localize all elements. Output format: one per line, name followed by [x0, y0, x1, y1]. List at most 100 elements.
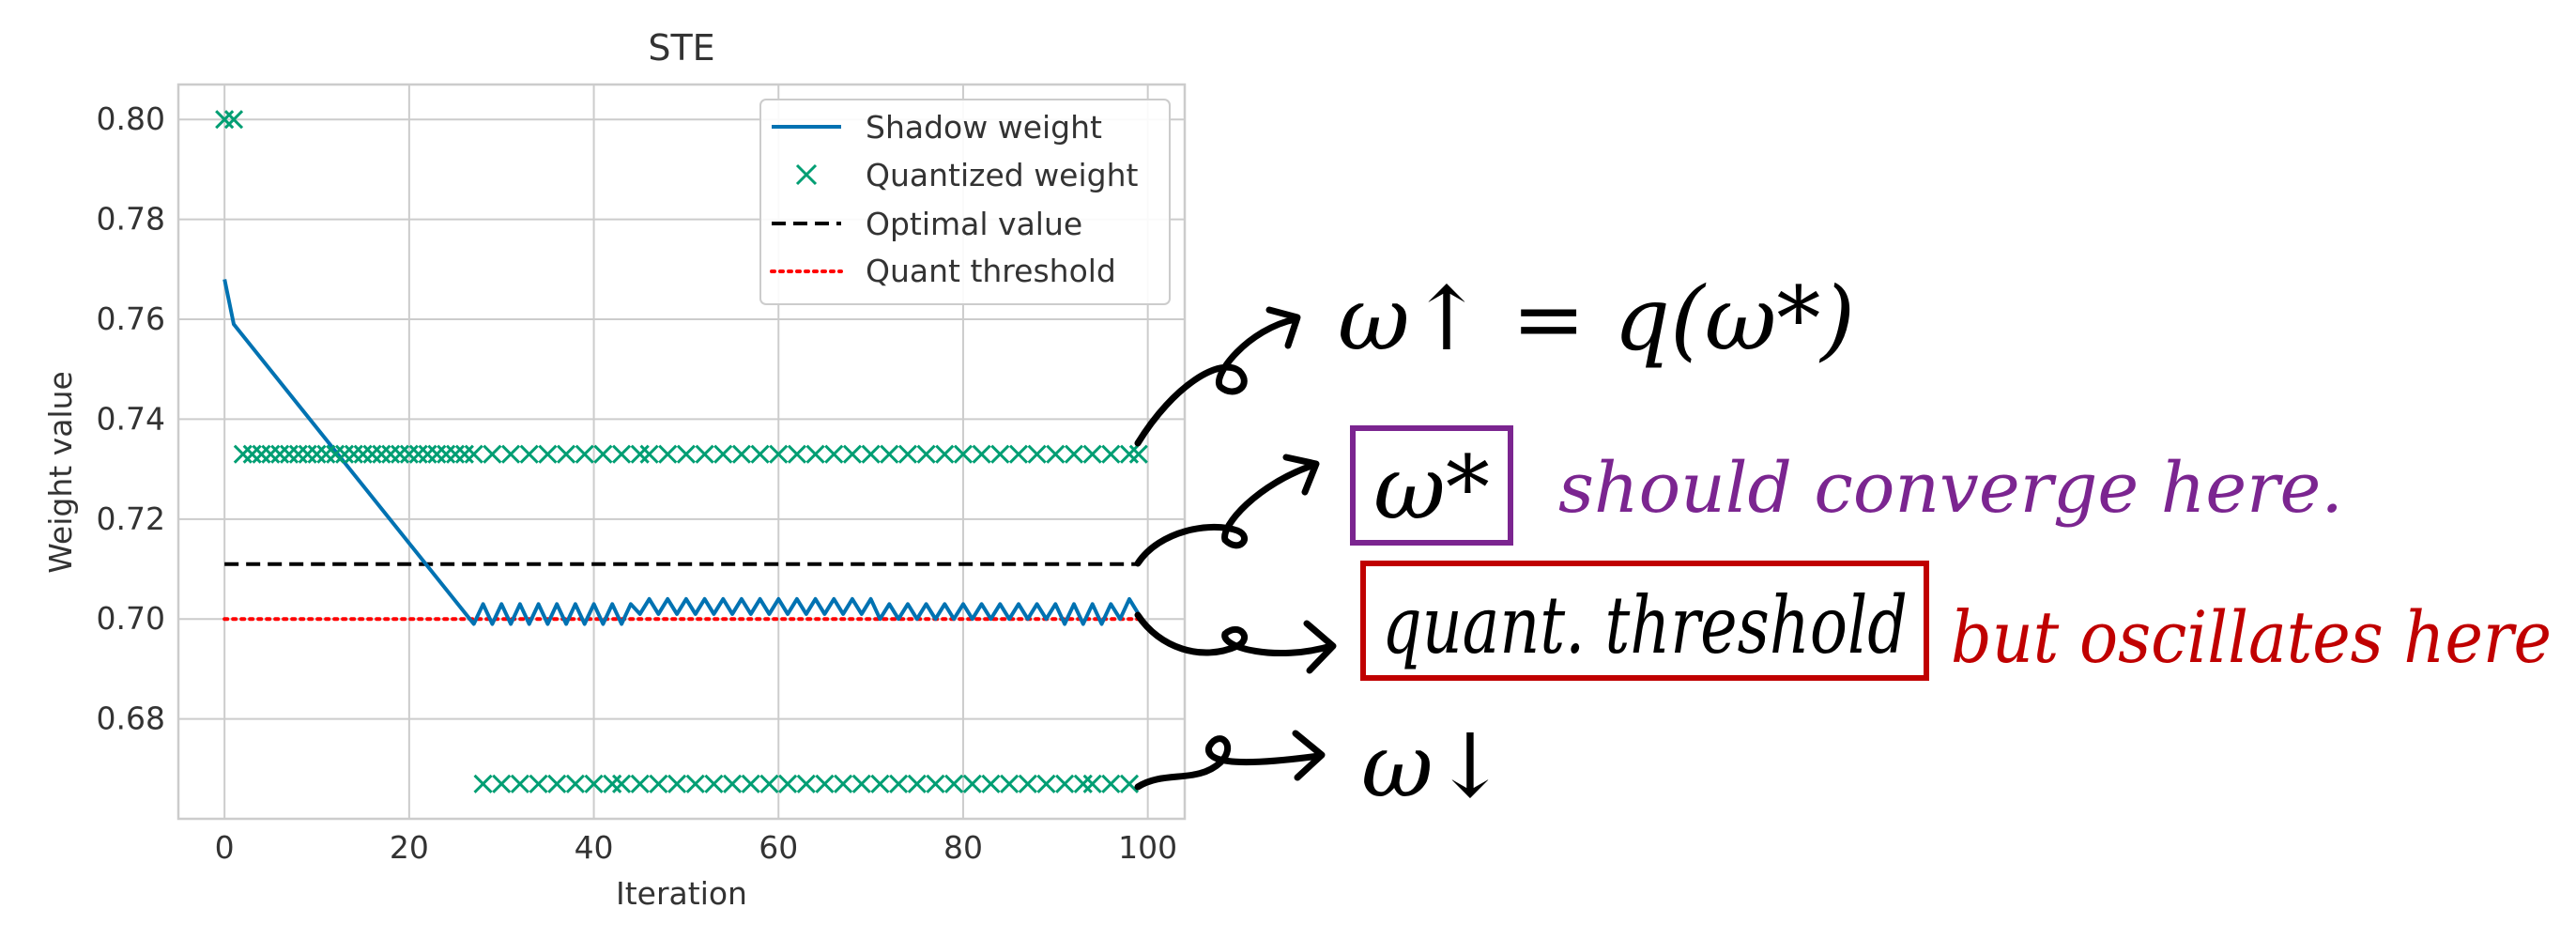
quantized-weight-point — [907, 774, 927, 793]
x-marker-stroke — [1119, 774, 1140, 793]
quantized-weight-point — [1036, 774, 1056, 793]
x-marker-stroke — [593, 444, 613, 464]
x-marker-stroke — [381, 444, 401, 464]
x-marker-stroke — [408, 444, 428, 464]
quantized-weight-point — [584, 774, 604, 793]
x-marker-stroke — [454, 444, 474, 464]
x-marker-stroke — [1027, 444, 1047, 464]
quantized-weight-point — [870, 774, 890, 793]
x-marker-stroke — [630, 444, 650, 464]
quantized-weight-point — [713, 444, 733, 464]
x-marker-stroke — [565, 774, 585, 793]
x-marker-stroke — [787, 444, 806, 464]
x-marker-stroke — [778, 774, 798, 793]
x-marker-stroke — [1101, 444, 1121, 464]
quantized-weight-point — [1000, 774, 1020, 793]
quantized-weight-point — [1046, 444, 1066, 464]
x-marker-stroke — [445, 444, 466, 464]
quantized-weight-point — [215, 110, 235, 130]
x-marker-stroke — [427, 444, 447, 464]
quantized-weight-point — [270, 444, 290, 464]
x-marker-stroke — [603, 774, 622, 793]
x-marker-stroke — [731, 444, 751, 464]
x-marker-stroke — [824, 444, 844, 464]
quantized-weight-point — [1055, 774, 1075, 793]
quantized-weight-point — [842, 444, 863, 464]
x-marker-stroke — [316, 444, 336, 464]
x-marker-stroke — [584, 774, 604, 793]
quantized-weight-point — [962, 774, 982, 793]
quantized-weight-point — [796, 774, 816, 793]
x-marker-stroke — [529, 774, 548, 793]
x-marker-stroke — [399, 444, 419, 464]
x-tick-label: 20 — [390, 829, 429, 866]
x-marker-stroke — [612, 774, 632, 793]
arrow-to-w-up — [1134, 316, 1299, 447]
x-marker-stroke — [889, 774, 909, 793]
x-tick-label: 60 — [759, 829, 798, 866]
quantized-weight-point — [630, 774, 650, 793]
x-marker-stroke — [1082, 774, 1102, 793]
x-marker-stroke — [981, 774, 1001, 793]
quantized-weight-point — [418, 444, 437, 464]
x-marker-stroke — [242, 444, 262, 464]
x-marker-stroke — [538, 444, 558, 464]
x-tick-label: 0 — [215, 829, 235, 866]
x-marker-stroke — [750, 444, 770, 464]
x-marker-stroke — [713, 444, 733, 464]
x-marker-stroke — [897, 444, 918, 464]
x-marker-stroke — [307, 444, 327, 464]
x-marker-stroke — [1000, 774, 1020, 793]
x-marker-stroke — [437, 444, 456, 464]
quantized-weight-point — [834, 774, 853, 793]
annotation-w-up: ω↑ = q(ω*) — [1338, 269, 1855, 371]
w-star-box — [1350, 425, 1513, 546]
quantized-weight-point — [575, 444, 594, 464]
quantized-weight-point — [926, 774, 945, 793]
quantized-weight-point — [815, 774, 835, 793]
x-marker-stroke — [1036, 774, 1056, 793]
quantized-weight-point — [972, 444, 991, 464]
quantized-weight-point — [1082, 444, 1102, 464]
x-marker-stroke — [990, 444, 1010, 464]
legend-label-quant-threshold: Quant threshold — [866, 253, 1116, 289]
x-marker-stroke — [483, 444, 502, 464]
x-marker-stroke — [1101, 774, 1121, 793]
threshold-box — [1360, 561, 1929, 681]
x-marker-stroke — [962, 774, 982, 793]
quantized-weight-point — [639, 444, 659, 464]
quantized-weight-point — [557, 444, 576, 464]
quantized-weight-point — [326, 444, 345, 464]
x-marker-stroke — [695, 444, 714, 464]
x-marker-stroke — [685, 774, 705, 793]
quantized-weight-point — [1101, 444, 1121, 464]
quantized-weight-point — [741, 774, 760, 793]
quantized-weight-point — [1101, 774, 1121, 793]
x-marker-stroke — [1008, 444, 1029, 464]
quantized-weight-point — [1082, 774, 1102, 793]
arrow-head-w-down — [1292, 730, 1326, 781]
quantized-weight-point — [649, 774, 668, 793]
x-marker-stroke — [953, 444, 974, 464]
annotation-oscillates: but oscillates here — [1951, 595, 2552, 679]
quantized-weight-point — [298, 444, 317, 464]
quantized-weight-point — [233, 444, 253, 464]
x-marker-stroke — [1055, 774, 1075, 793]
quantized-weight-point — [593, 444, 613, 464]
quantized-weight-point — [861, 444, 881, 464]
x-marker-stroke — [907, 774, 927, 793]
quantized-weight-point — [953, 444, 974, 464]
quantized-weight-point — [935, 444, 955, 464]
x-marker-stroke — [215, 110, 235, 130]
quantized-weight-point — [473, 774, 493, 793]
quantized-weight-point — [769, 444, 789, 464]
quantized-weight-point — [1128, 444, 1148, 464]
x-marker-stroke — [815, 774, 835, 793]
arrow-head-w-star — [1282, 454, 1320, 496]
y-tick-label: 0.72 — [97, 500, 165, 537]
x-marker-stroke — [759, 774, 779, 793]
quantized-weight-point — [445, 444, 466, 464]
x-marker-stroke — [972, 444, 991, 464]
series-layer — [215, 110, 1148, 793]
